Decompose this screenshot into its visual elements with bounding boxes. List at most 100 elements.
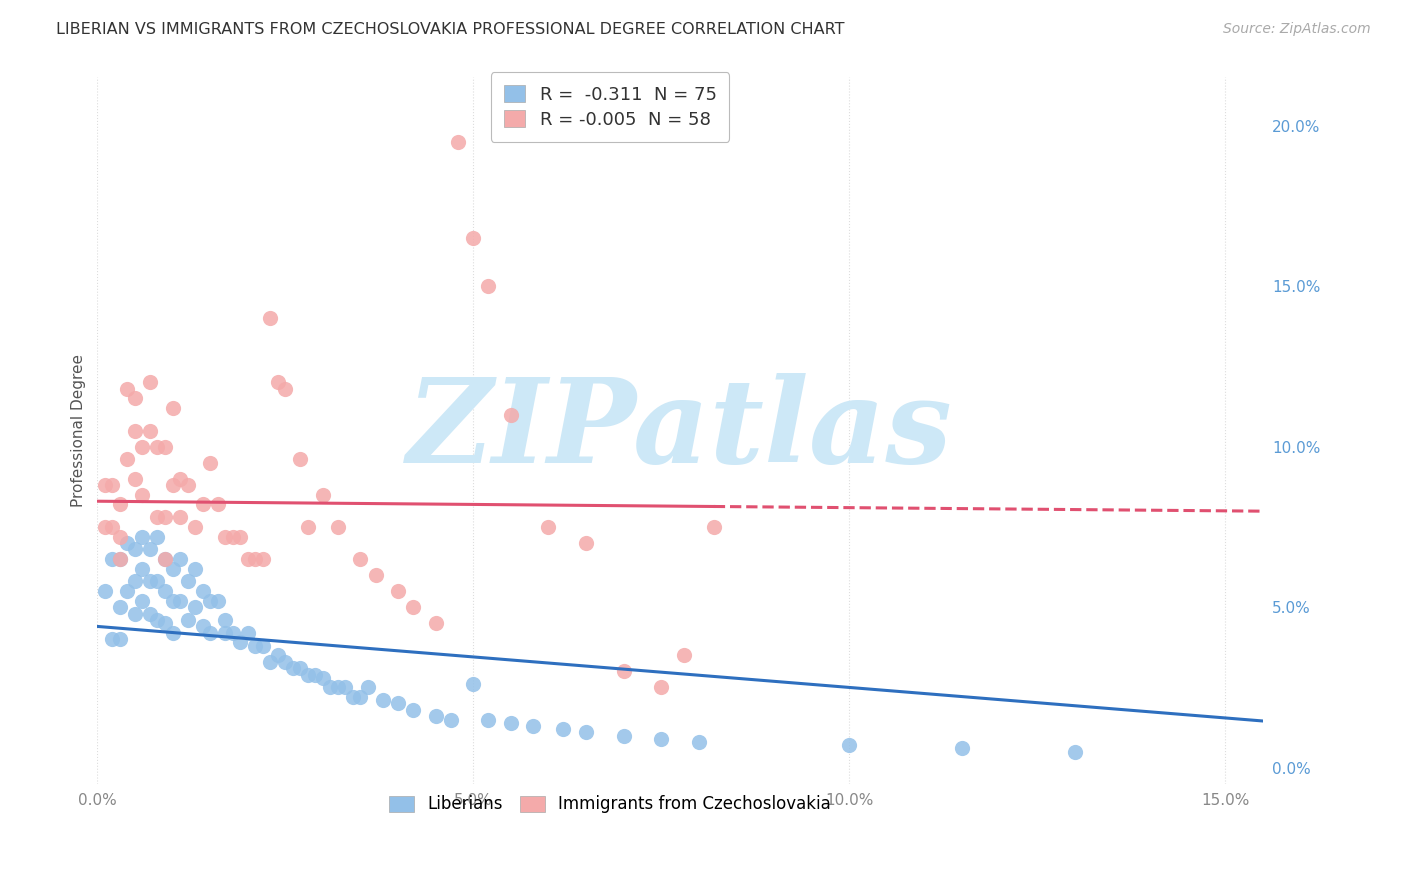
- Point: [319, 681, 342, 695]
- Point: [245, 639, 267, 653]
- Point: [101, 552, 124, 566]
- Point: [131, 440, 153, 454]
- Point: [94, 478, 117, 492]
- Point: [124, 574, 146, 589]
- Point: [124, 607, 146, 621]
- Point: [312, 488, 335, 502]
- Point: [326, 681, 349, 695]
- Point: [169, 593, 191, 607]
- Point: [402, 600, 425, 615]
- Point: [267, 376, 290, 390]
- Point: [553, 722, 575, 736]
- Point: [139, 542, 162, 557]
- Point: [108, 600, 131, 615]
- Point: [703, 520, 725, 534]
- Point: [108, 498, 131, 512]
- Point: [184, 520, 207, 534]
- Point: [124, 472, 146, 486]
- Point: [387, 697, 409, 711]
- Point: [613, 729, 636, 743]
- Point: [169, 552, 191, 566]
- Point: [950, 741, 973, 756]
- Point: [191, 619, 214, 633]
- Point: [349, 552, 371, 566]
- Point: [108, 529, 131, 543]
- Point: [537, 520, 560, 534]
- Point: [499, 408, 522, 422]
- Point: [312, 671, 335, 685]
- Point: [184, 561, 207, 575]
- Point: [108, 552, 131, 566]
- Point: [650, 731, 672, 746]
- Point: [371, 693, 394, 707]
- Point: [162, 593, 184, 607]
- Legend: Liberians, Immigrants from Czechoslovakia: Liberians, Immigrants from Czechoslovaki…: [378, 783, 842, 825]
- Text: ZIPatlas: ZIPatlas: [408, 373, 953, 488]
- Y-axis label: Professional Degree: Professional Degree: [72, 354, 86, 507]
- Point: [101, 478, 124, 492]
- Point: [229, 635, 252, 649]
- Point: [153, 440, 176, 454]
- Point: [349, 690, 371, 704]
- Point: [131, 561, 153, 575]
- Point: [838, 738, 860, 752]
- Point: [672, 648, 695, 663]
- Point: [131, 488, 153, 502]
- Point: [214, 625, 236, 640]
- Point: [117, 382, 139, 396]
- Point: [146, 510, 169, 524]
- Text: LIBERIAN VS IMMIGRANTS FROM CZECHOSLOVAKIA PROFESSIONAL DEGREE CORRELATION CHART: LIBERIAN VS IMMIGRANTS FROM CZECHOSLOVAK…: [56, 22, 845, 37]
- Point: [139, 376, 162, 390]
- Point: [252, 552, 274, 566]
- Point: [402, 703, 425, 717]
- Point: [357, 681, 380, 695]
- Point: [139, 607, 162, 621]
- Point: [176, 574, 198, 589]
- Point: [267, 648, 290, 663]
- Point: [162, 478, 184, 492]
- Point: [463, 677, 485, 691]
- Point: [176, 478, 198, 492]
- Point: [688, 735, 710, 749]
- Point: [326, 520, 349, 534]
- Point: [281, 661, 304, 675]
- Point: [387, 584, 409, 599]
- Text: Source: ZipAtlas.com: Source: ZipAtlas.com: [1223, 22, 1371, 37]
- Point: [229, 529, 252, 543]
- Point: [176, 613, 198, 627]
- Point: [198, 593, 221, 607]
- Point: [139, 574, 162, 589]
- Point: [221, 529, 243, 543]
- Point: [153, 616, 176, 631]
- Point: [117, 536, 139, 550]
- Point: [169, 472, 191, 486]
- Point: [575, 536, 598, 550]
- Point: [94, 584, 117, 599]
- Point: [198, 625, 221, 640]
- Point: [236, 552, 259, 566]
- Point: [522, 719, 544, 733]
- Point: [207, 498, 229, 512]
- Point: [117, 584, 139, 599]
- Point: [440, 713, 463, 727]
- Point: [162, 401, 184, 416]
- Point: [477, 713, 499, 727]
- Point: [124, 542, 146, 557]
- Point: [153, 510, 176, 524]
- Point: [214, 613, 236, 627]
- Point: [108, 552, 131, 566]
- Point: [447, 135, 470, 149]
- Point: [463, 231, 485, 245]
- Point: [499, 715, 522, 730]
- Point: [162, 625, 184, 640]
- Point: [297, 520, 319, 534]
- Point: [146, 613, 169, 627]
- Point: [274, 655, 297, 669]
- Point: [245, 552, 267, 566]
- Point: [108, 632, 131, 647]
- Point: [184, 600, 207, 615]
- Point: [207, 593, 229, 607]
- Point: [131, 529, 153, 543]
- Point: [162, 561, 184, 575]
- Point: [101, 520, 124, 534]
